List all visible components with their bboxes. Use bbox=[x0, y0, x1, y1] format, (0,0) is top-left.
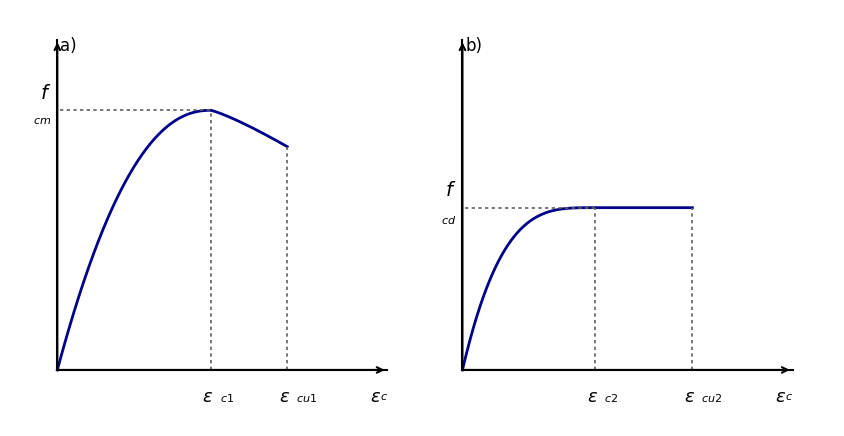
Text: a): a) bbox=[60, 37, 77, 54]
Text: $f$: $f$ bbox=[446, 181, 457, 200]
Text: $\varepsilon$: $\varepsilon$ bbox=[279, 388, 289, 405]
Text: $c$: $c$ bbox=[380, 392, 388, 402]
Text: $c1$: $c1$ bbox=[219, 392, 234, 404]
Text: $cu2$: $cu2$ bbox=[701, 392, 722, 404]
Text: b): b) bbox=[465, 37, 483, 54]
Text: $\varepsilon$: $\varepsilon$ bbox=[202, 388, 214, 405]
Text: $\varepsilon$: $\varepsilon$ bbox=[776, 388, 787, 405]
Text: $\varepsilon$: $\varepsilon$ bbox=[371, 388, 381, 405]
Text: $cu1$: $cu1$ bbox=[295, 392, 317, 404]
Text: $cd$: $cd$ bbox=[441, 214, 457, 225]
Text: $f$: $f$ bbox=[41, 84, 51, 103]
Text: $c2$: $c2$ bbox=[604, 392, 619, 404]
Text: $\varepsilon$: $\varepsilon$ bbox=[587, 388, 598, 405]
Text: $c$: $c$ bbox=[785, 392, 793, 402]
Text: $cm$: $cm$ bbox=[33, 116, 51, 126]
Text: $\varepsilon$: $\varepsilon$ bbox=[684, 388, 695, 405]
